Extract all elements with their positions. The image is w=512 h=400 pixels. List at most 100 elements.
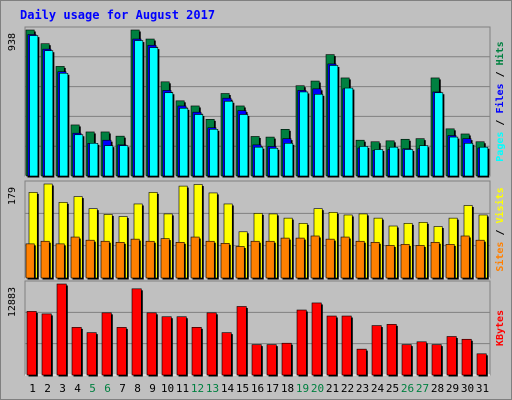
hits-bar	[44, 50, 54, 177]
x-tick-label: 6	[104, 382, 111, 395]
kbytes-bar	[191, 327, 202, 376]
kbytes-bar	[356, 348, 367, 376]
kbytes-bar	[401, 344, 412, 376]
sites-bar	[310, 235, 320, 279]
kbytes-bar	[221, 332, 232, 376]
sites-bar	[460, 235, 470, 279]
x-tick-label: 8	[134, 382, 141, 395]
x-tick-label: 7	[119, 382, 126, 395]
x-tick-label: 10	[161, 382, 174, 395]
kbytes-bar	[236, 306, 247, 376]
kbytes-bar	[71, 327, 82, 376]
sites-bar	[235, 246, 245, 279]
kbytes-bar	[101, 312, 112, 376]
hits-bar	[209, 129, 219, 177]
x-tick-label: 5	[89, 382, 96, 395]
hits-bar	[344, 87, 354, 177]
hits-bar	[179, 107, 189, 177]
sites-bar	[25, 243, 35, 279]
sites-bar	[430, 241, 440, 279]
hits-panel-axis-label-part: Hits	[494, 41, 506, 65]
hits-bar	[239, 114, 249, 177]
kbytes-panel-axis-label: KBytes	[495, 310, 506, 346]
hits-bar	[419, 145, 429, 177]
x-tick-label: 3	[59, 382, 66, 395]
sites-bar	[325, 238, 335, 279]
hits-bar	[299, 91, 309, 177]
hits-panel-axis-label-part: Files	[494, 83, 506, 113]
hits-bar	[464, 143, 474, 177]
hits-bar	[314, 93, 324, 177]
hits-bar	[404, 149, 414, 177]
kbytes-bar	[251, 344, 262, 376]
kbytes-bar	[431, 344, 442, 376]
x-tick-label: 25	[386, 382, 399, 395]
x-tick-label: 1	[29, 382, 36, 395]
x-tick-label: 18	[281, 382, 294, 395]
kbytes-bar	[41, 313, 52, 376]
visits-panel-axis-label-part: Visits	[494, 187, 506, 223]
sites-bar	[295, 237, 305, 279]
kbytes-bar	[146, 312, 157, 376]
hits-bar	[149, 47, 159, 177]
hits-bar	[104, 145, 114, 177]
kbytes-bar	[326, 315, 337, 376]
sites-bar	[190, 236, 200, 279]
x-tick-label: 28	[431, 382, 444, 395]
hits-bar	[74, 134, 84, 177]
kbytes-panel-max-label: 12883	[7, 287, 18, 317]
sites-bar	[205, 240, 215, 279]
sites-bar	[370, 241, 380, 279]
hits-panel-axis-label-part: /	[495, 114, 506, 132]
hits-bar	[479, 146, 489, 177]
kbytes-bar	[311, 302, 322, 376]
hits-bar	[269, 147, 279, 177]
sites-bar	[475, 239, 485, 279]
hits-bar	[194, 114, 204, 177]
hits-bar	[254, 146, 264, 177]
kbytes-bar	[131, 288, 142, 376]
x-tick-label: 12	[191, 382, 204, 395]
hits-panel-axis-label-part: Pages	[495, 132, 506, 162]
kbytes-bar	[176, 316, 187, 376]
sites-bar	[40, 240, 50, 279]
sites-bar	[160, 238, 170, 279]
kbytes-bar	[296, 309, 307, 376]
hits-bar	[224, 100, 234, 177]
kbytes-bar	[371, 325, 382, 376]
x-tick-label: 15	[236, 382, 249, 395]
visits-panel-axis-label-part: Sites	[494, 242, 506, 272]
sites-bar	[340, 236, 350, 279]
kbytes-bar	[26, 311, 37, 376]
hits-bar	[89, 143, 99, 177]
hits-bar	[59, 72, 69, 177]
sites-bar	[355, 240, 365, 279]
visits-panel-axis-label: Sites / Visits	[494, 187, 506, 271]
sites-bar	[130, 238, 140, 279]
sites-bar	[265, 240, 275, 279]
kbytes-bar	[86, 332, 97, 376]
sites-bar	[445, 244, 455, 279]
hits-bar	[284, 143, 294, 177]
kbytes-bar	[416, 341, 427, 376]
x-tick-label: 22	[341, 382, 354, 395]
x-tick-label: 11	[176, 382, 189, 395]
sites-bar	[145, 240, 155, 279]
x-tick-label: 26	[401, 382, 414, 395]
sites-bar	[220, 243, 230, 279]
kbytes-bar	[386, 324, 397, 376]
sites-bar	[250, 240, 260, 279]
x-tick-label: 27	[416, 382, 429, 395]
kbytes-bar	[266, 344, 277, 376]
kbytes-bar	[116, 327, 127, 376]
visits-panel-max-label: 179	[7, 187, 18, 205]
x-tick-label: 4	[74, 382, 81, 395]
kbytes-panel-axis-label-part: KBytes	[495, 310, 506, 346]
sites-bar	[280, 237, 290, 279]
sites-bar	[70, 236, 80, 279]
x-tick-label: 13	[206, 382, 219, 395]
chart-title: Daily usage for August 2017	[20, 8, 216, 22]
sites-bar	[85, 239, 95, 279]
kbytes-bar	[461, 338, 472, 376]
hits-panel-axis-label: Pages / Files / Hits	[494, 41, 506, 161]
